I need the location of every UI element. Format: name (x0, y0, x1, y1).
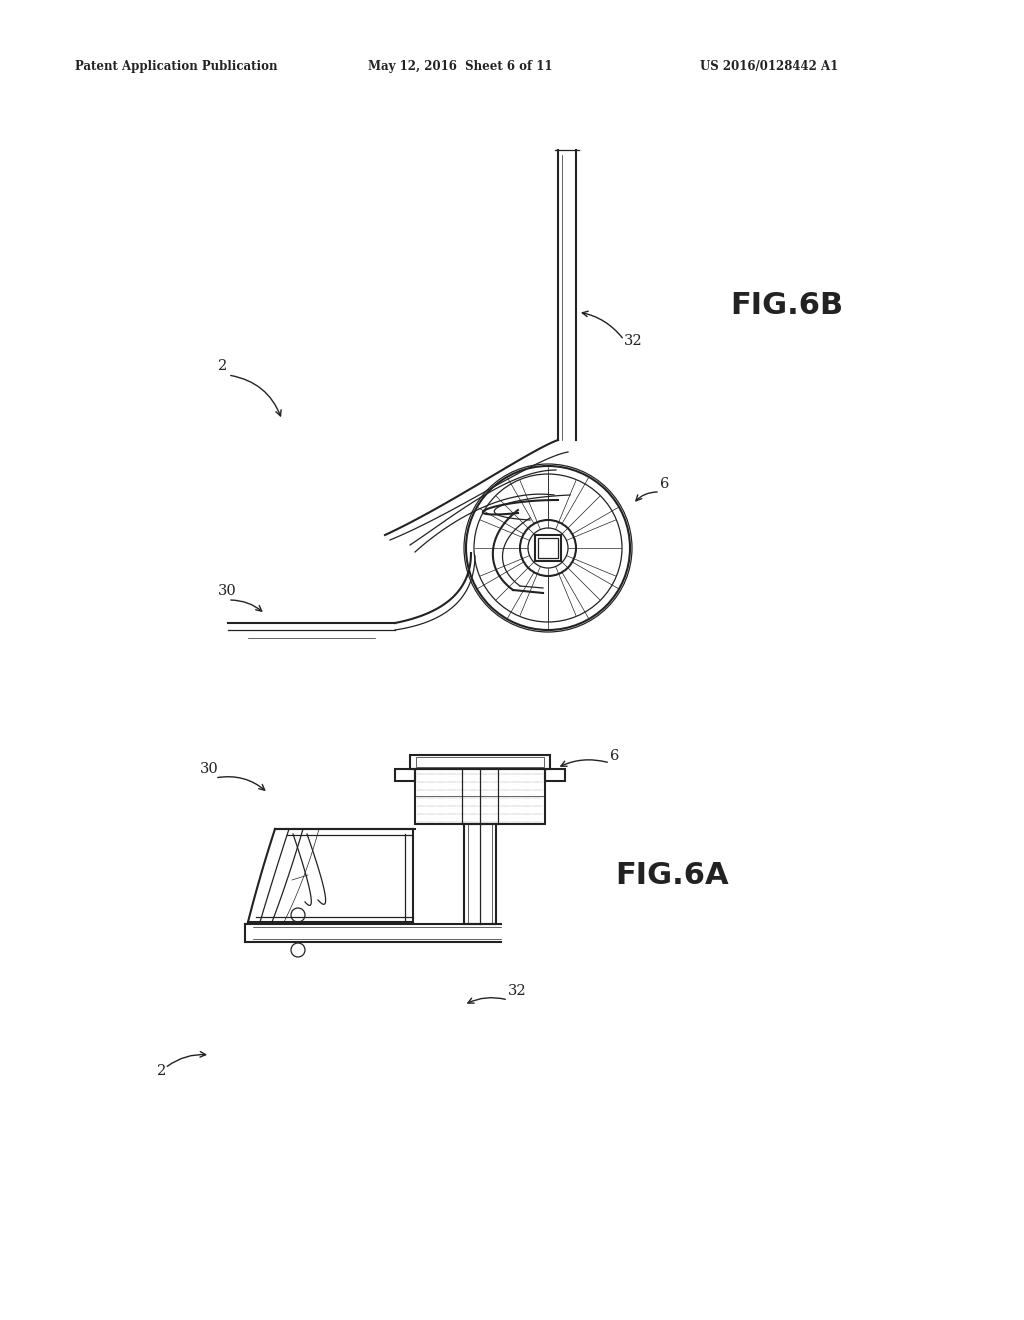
Text: 30: 30 (200, 762, 219, 776)
Text: 2: 2 (218, 359, 227, 374)
Text: FIG.6A: FIG.6A (615, 861, 729, 890)
Text: 2: 2 (157, 1064, 166, 1078)
Text: 6: 6 (660, 477, 670, 491)
Bar (415, 770, 545, 824)
Bar (538, 539, 558, 558)
Text: May 12, 2016  Sheet 6 of 11: May 12, 2016 Sheet 6 of 11 (368, 59, 553, 73)
Bar (416, 756, 544, 767)
Bar (535, 535, 561, 561)
Text: US 2016/0128442 A1: US 2016/0128442 A1 (700, 59, 839, 73)
Text: 30: 30 (218, 583, 237, 598)
Text: 32: 32 (624, 334, 643, 348)
Bar (545, 770, 565, 781)
Text: 6: 6 (610, 748, 620, 763)
Text: FIG.6B: FIG.6B (730, 290, 843, 319)
Bar (395, 770, 415, 781)
Text: Patent Application Publication: Patent Application Publication (75, 59, 278, 73)
Text: 32: 32 (508, 983, 526, 998)
Bar (464, 824, 496, 924)
Bar (410, 755, 550, 770)
